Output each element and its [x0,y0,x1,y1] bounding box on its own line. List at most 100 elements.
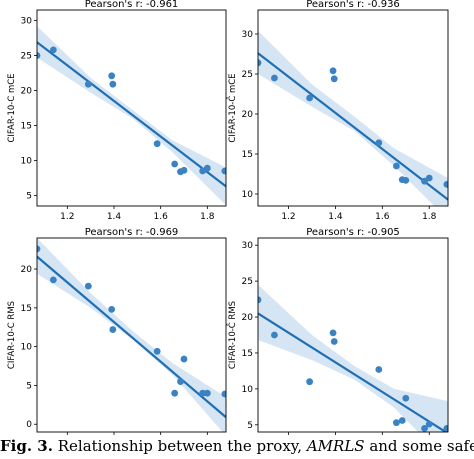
axes-frame [36,9,227,207]
data-point [398,417,406,424]
x-tick-label: 1.8 [200,212,215,222]
confidence-band [258,284,448,432]
data-point [177,378,184,385]
y-tick-label: 20 [21,87,33,97]
data-point [330,338,338,345]
x-tick-label: 1.2 [60,212,74,222]
data-point [425,420,433,428]
data-point [108,305,116,313]
y-tick-label: 10 [242,190,254,200]
regression-line [258,52,448,201]
axes-frame [36,237,227,433]
axes-frame [257,9,449,207]
y-tick-label: 20 [242,110,254,120]
data-point [180,355,188,363]
chart-title: Pearson's r: -0.969 [85,227,179,238]
y-tick-label: 30 [21,17,33,27]
data-point [37,52,41,59]
data-point [330,75,338,83]
y-tick-label: 15 [21,304,32,314]
data-point [392,162,400,170]
y-tick-label: 25 [21,52,32,62]
y-tick-label: 15 [242,150,253,160]
data-point [203,164,211,172]
caption-label: Fig. 3. [0,437,53,455]
data-point [84,80,92,88]
data-point [392,419,400,427]
y-tick-label: 15 [242,349,253,359]
axes-frame [257,237,449,433]
y-tick-label: 5 [247,421,253,431]
y-tick-label: 20 [21,265,33,275]
plot-area [37,26,226,206]
y-axis-label: CIFAR-10-Ĉ RMS [226,301,238,369]
y-tick-label: 30 [242,241,254,251]
caption-rest: and some safe [364,437,474,455]
data-point [84,282,92,290]
data-point [258,59,262,67]
data-point [180,166,188,174]
plot-area [258,284,448,432]
data-point [171,160,179,168]
data-point [375,366,383,373]
data-point [306,94,314,102]
chart-panel-3: 1.21.41.61.805101520Pearson's r: -0.969C… [7,227,227,435]
x-tick-label: 1.2 [281,212,295,222]
data-point [443,181,448,188]
data-point [153,347,161,355]
caption-text: Relationship between the proxy, [52,437,307,455]
x-tick-label: 1.6 [154,212,169,222]
y-axis-label: CIFAR-10-C RMS [7,301,17,369]
figure-canvas: 1.2 1.4 1.6 1.8 5 10 15 20 25 30 Pearson's r: -0.9… [7,0,449,435]
y-tick-label: 25 [242,277,253,287]
regression-line [258,312,448,432]
data-point [402,394,410,402]
data-point [49,276,57,284]
data-point [221,167,226,175]
data-point [109,326,117,333]
plot-area [37,238,226,432]
data-point [221,390,226,398]
data-point [306,378,314,386]
y-tick-label: 0 [26,420,32,430]
x-tick-label: 1.4 [107,212,122,222]
confidence-band [37,238,226,432]
y-tick-label: 15 [21,122,32,132]
y-tick-label: 5 [26,381,32,391]
data-point [49,46,57,54]
chart-panel-2: 1.2 1.4 1.6 1.8 10 15 20 25 30 Pearson's r: -0.93… [226,0,449,222]
x-tick-label: 1.6 [375,212,390,222]
y-tick-label: 25 [242,70,253,80]
y-axis-label: CIFAR-10-C mCE [7,73,17,142]
data-point [199,389,207,397]
chart-title: Pearson's r: -0.961 [85,0,179,10]
data-point [425,174,433,182]
data-point [109,80,117,88]
chart-panel-1: 1.2 1.4 1.6 1.8 5 10 15 20 25 30 Pearson's r: -0.9… [7,0,227,222]
confidence-band [37,26,226,206]
chart-title: Pearson's r: -0.936 [306,0,400,10]
data-point [203,389,211,397]
data-point [271,74,278,82]
x-tick-label: 1.8 [422,212,437,222]
data-point [271,331,278,339]
data-point [153,140,161,148]
y-tick-label: 20 [242,313,254,323]
y-tick-label: 10 [21,157,33,167]
data-point [171,389,179,397]
y-tick-label: 30 [242,30,254,40]
data-point [375,139,383,147]
y-axis-label: CIFAR-10-Ĉ mCE [226,73,238,142]
plot-area [258,30,448,206]
figure-caption: Fig. 3. Relationship between the proxy, … [0,437,474,459]
regression-line [37,255,226,419]
data-point [421,425,428,432]
data-point [402,177,410,184]
x-tick-label: 1.4 [328,212,343,222]
data-point [443,425,448,432]
chart-title: Pearson's r: -0.905 [306,227,400,238]
regression-line [37,41,226,188]
data-point [329,67,337,75]
caption-math: AMRLS [306,437,365,455]
